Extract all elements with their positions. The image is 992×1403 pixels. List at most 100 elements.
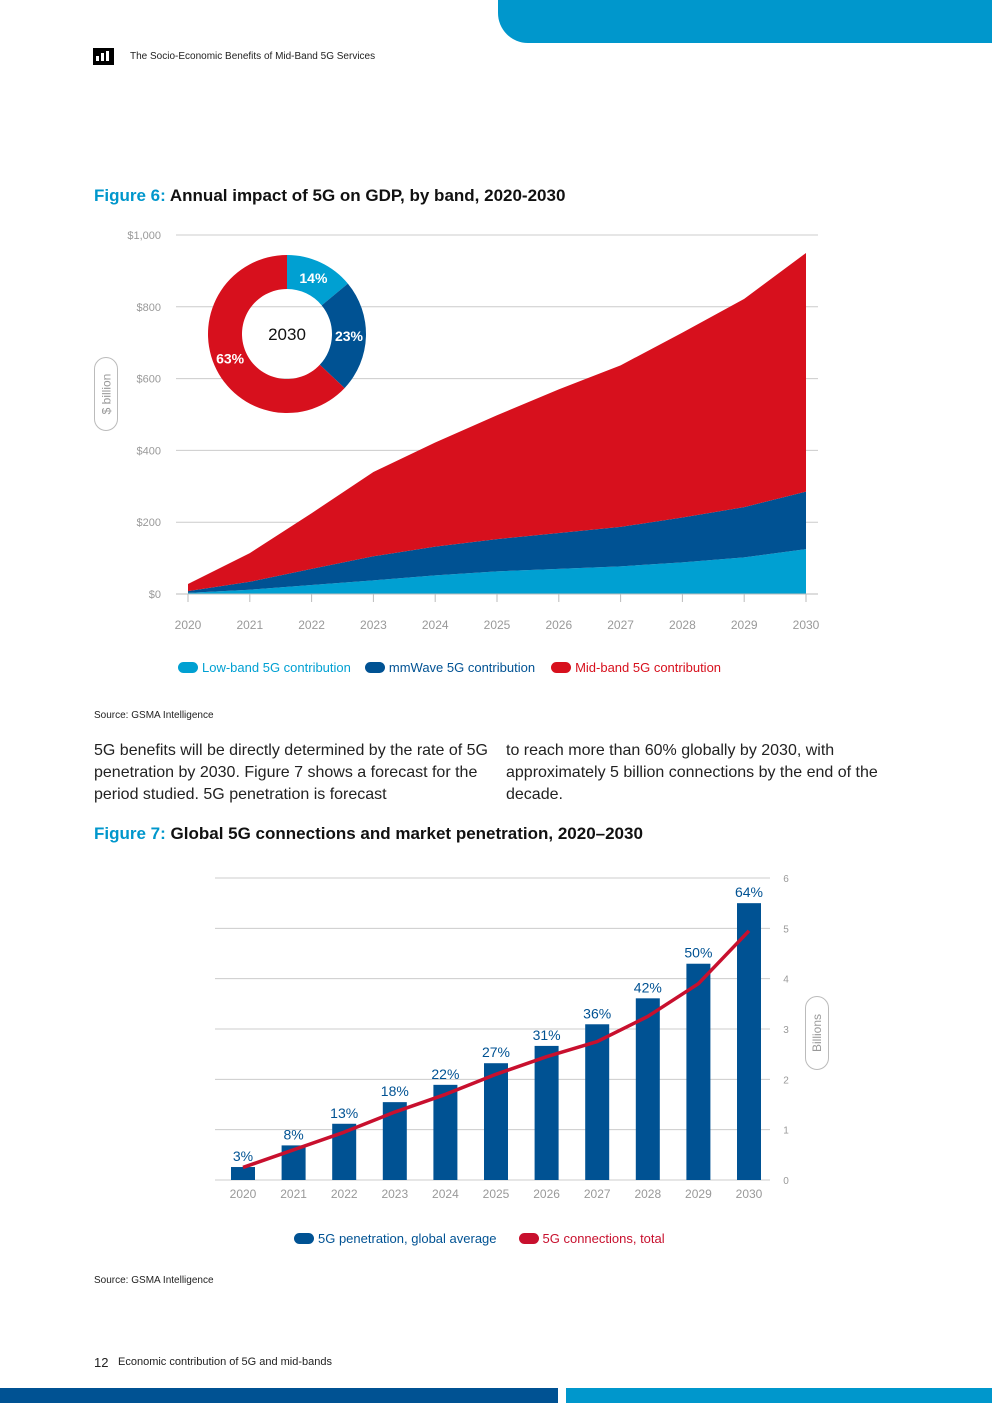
fig7-ytick-label: 1 xyxy=(783,1126,789,1137)
fig7-xtick-label: 2022 xyxy=(331,1187,358,1201)
fig6-area-mid-band xyxy=(188,252,806,592)
fig6-xtick-label: 2022 xyxy=(298,618,325,632)
figure6-title-text: Annual impact of 5G on GDP, by band, 202… xyxy=(169,186,566,205)
top-accent-bar xyxy=(498,0,992,43)
legend-swatch-midband xyxy=(551,662,572,673)
fig7-legend: 5G penetration, global average 5G connec… xyxy=(294,1231,665,1246)
fig7-bar-label: 22% xyxy=(431,1066,459,1082)
fig7-bar-label: 8% xyxy=(283,1126,303,1142)
fig6-ytick-label: $1,000 xyxy=(127,230,161,242)
fig7-xtick-label: 2023 xyxy=(381,1187,408,1201)
legend-connections: 5G connections, total xyxy=(542,1231,665,1246)
footer-text: Economic contribution of 5G and mid-band… xyxy=(118,1356,333,1368)
fig7-bar xyxy=(484,1063,508,1180)
body-column-2: to reach more than 60% globally by 2030,… xyxy=(506,742,878,803)
bottom-bar-navy xyxy=(0,1388,558,1403)
fig6-area-low-band xyxy=(188,549,806,594)
fig6-ytick-label: $800 xyxy=(137,302,161,314)
figure6-chart: $0 $200 $400 $600 $800 $1,000 2020 2021 2022 2023… xyxy=(127,230,819,632)
running-header: The Socio-Economic Benefits of Mid-Band … xyxy=(130,51,376,62)
fig6-ylabel-pill: $ billion xyxy=(94,357,118,431)
fig7-bar-label: 64% xyxy=(735,884,763,900)
fig6-legend: Low-band 5G contribution mmWave 5G contr… xyxy=(178,660,721,675)
fig6-donut-label: 14% xyxy=(299,270,328,286)
fig7-bar-label: 31% xyxy=(533,1027,561,1043)
figure7-title-text: Global 5G connections and market penetra… xyxy=(170,824,643,843)
legend-swatch-mmwave xyxy=(364,662,385,673)
figure7-source: Source: GSMA Intelligence xyxy=(94,1275,214,1286)
fig6-donut-slice xyxy=(208,255,345,413)
fig7-bar xyxy=(585,1024,610,1180)
fig7-bar xyxy=(635,998,660,1180)
body-column-1: 5G benefits will be directly determined … xyxy=(94,742,488,803)
legend-swatch-connections xyxy=(518,1233,539,1244)
fig6-xtick-label: 2023 xyxy=(360,618,387,632)
fig6-ytick-label: $0 xyxy=(149,589,161,601)
fig6-ytick-label: $200 xyxy=(137,517,161,529)
fig7-bar-label: 3% xyxy=(233,1148,253,1164)
legend-swatch-lowband xyxy=(178,662,198,673)
legend-swatch-penetration xyxy=(294,1233,314,1244)
fig6-xtick-label: 2020 xyxy=(175,618,202,632)
fig7-bar xyxy=(686,963,711,1180)
fig6-donut-label: 23% xyxy=(335,328,364,344)
fig7-bar xyxy=(534,1045,559,1180)
fig7-bar xyxy=(231,1167,255,1180)
page-number: 12 xyxy=(94,1355,109,1370)
fig6-xtick-label: 2028 xyxy=(669,618,696,632)
fig7-ytick-label: 4 xyxy=(783,975,789,986)
legend-penetration: 5G penetration, global average xyxy=(318,1231,497,1246)
fig7-bar-label: 27% xyxy=(482,1044,510,1060)
legend-lowband: Low-band 5G contribution xyxy=(202,660,351,675)
fig7-ytick-label: 6 xyxy=(783,874,789,885)
fig6-donut-slice xyxy=(319,283,366,389)
fig6-xtick-label: 2024 xyxy=(422,618,449,632)
bottom-bar-blue xyxy=(566,1388,992,1403)
fig7-ytick-label: 2 xyxy=(783,1075,789,1086)
fig7-bar xyxy=(737,903,761,1180)
legend-midband: Mid-band 5G contribution xyxy=(575,660,722,675)
figure7-chart: 0 1 2 3 4 5 6 3% 2020 8% 2021 13% 2022 18% 2023 22% 2024… xyxy=(215,874,789,1201)
fig7-xtick-label: 2029 xyxy=(685,1187,712,1201)
figure6-title: Figure 6: Annual impact of 5G on GDP, by… xyxy=(94,186,565,206)
fig7-ytick-label: 5 xyxy=(783,924,789,935)
figure7-label: Figure 7: xyxy=(94,824,166,843)
figure6-label: Figure 6: xyxy=(94,186,166,205)
fig6-xtick-label: 2029 xyxy=(731,618,758,632)
fig7-bar-label: 13% xyxy=(330,1105,358,1121)
fig6-xtick-label: 2030 xyxy=(793,618,820,632)
fig7-xtick-label: 2026 xyxy=(533,1187,560,1201)
fig6-ytick-label: $600 xyxy=(137,374,161,386)
fig6-xtick-label: 2026 xyxy=(545,618,572,632)
fig7-xtick-label: 2030 xyxy=(736,1187,763,1201)
fig7-bar-label: 18% xyxy=(381,1083,409,1099)
fig7-connections-line xyxy=(242,929,751,1170)
fig7-bar-label: 36% xyxy=(583,1005,611,1021)
fig6-donut-label: 63% xyxy=(216,351,245,367)
fig7-xtick-label: 2020 xyxy=(230,1187,257,1201)
fig6-xtick-label: 2025 xyxy=(484,618,511,632)
fig7-ylabel: Billions xyxy=(810,1013,825,1053)
figure6-source: Source: GSMA Intelligence xyxy=(94,710,214,721)
fig7-ytick-label: 0 xyxy=(783,1176,789,1187)
fig7-ytick-label: 3 xyxy=(783,1025,789,1036)
fig7-xtick-label: 2027 xyxy=(584,1187,611,1201)
building-icon xyxy=(93,48,114,65)
fig7-bar-label: 42% xyxy=(634,979,662,995)
fig7-bar-label: 50% xyxy=(684,945,712,961)
fig7-bar xyxy=(433,1084,458,1180)
fig6-area-mmwave xyxy=(188,491,806,593)
fig6-xtick-label: 2027 xyxy=(607,618,634,632)
fig6-xtick-label: 2021 xyxy=(236,618,263,632)
fig6-donut-center-label: 2030 xyxy=(268,325,306,344)
fig7-xtick-label: 2028 xyxy=(634,1187,661,1201)
fig6-ytick-label: $400 xyxy=(137,445,161,457)
fig7-xtick-label: 2021 xyxy=(280,1187,307,1201)
figure7-title: Figure 7: Global 5G connections and mark… xyxy=(94,824,643,844)
fig7-xtick-label: 2025 xyxy=(483,1187,510,1201)
fig6-donut-slice xyxy=(287,255,348,306)
fig7-ylabel-pill: Billions xyxy=(805,996,829,1070)
legend-mmwave: mmWave 5G contribution xyxy=(388,660,536,675)
fig7-xtick-label: 2024 xyxy=(432,1187,459,1201)
